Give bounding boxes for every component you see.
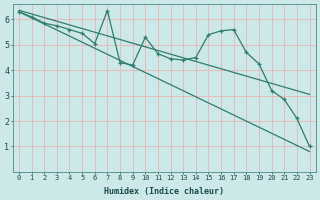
- X-axis label: Humidex (Indice chaleur): Humidex (Indice chaleur): [104, 187, 224, 196]
